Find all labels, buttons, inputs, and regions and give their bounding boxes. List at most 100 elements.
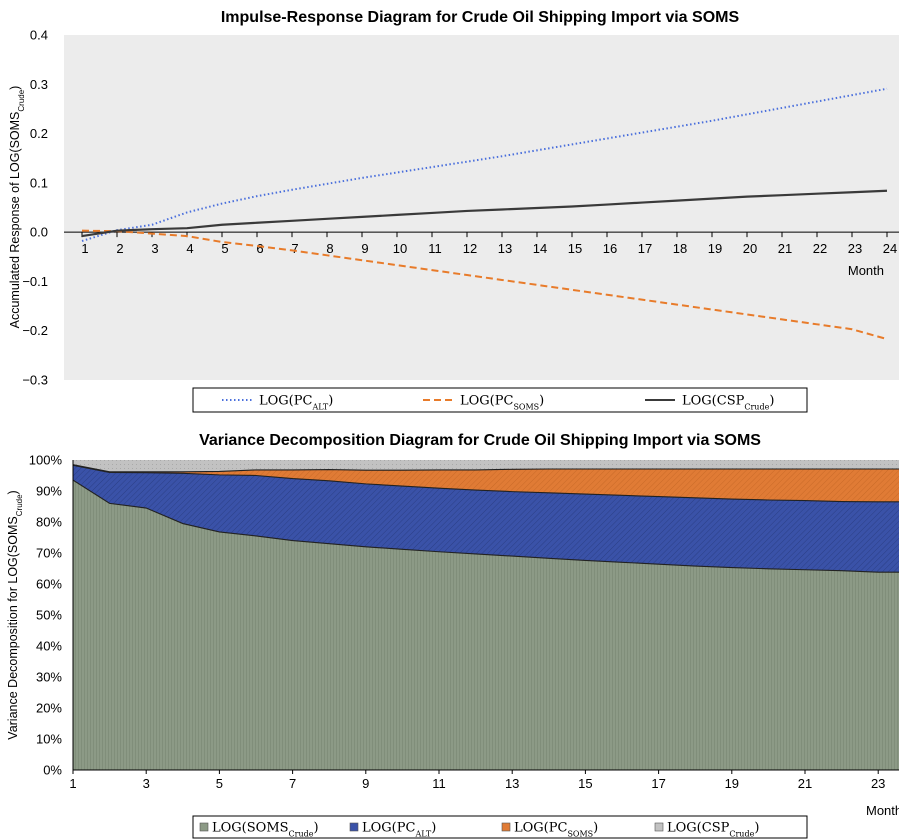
chart1-x-tick-label: 16 (603, 241, 617, 256)
chart2-legend-swatch-pc-alt (349, 822, 359, 832)
chart2-legend-soms-crude-prefix: LOG( (212, 821, 247, 836)
chart2-y-tick-label: 90% (36, 484, 62, 499)
chart2-boundary-pc-alt (73, 464, 899, 503)
chart2-y-tick-label: 20% (36, 701, 62, 716)
chart2-x-tick-label: 13 (505, 776, 519, 791)
chart2-y-axis-label: Variance Decomposition for LOG(SOMSCrude… (6, 490, 24, 739)
chart1-x-tick-label: 6 (256, 241, 263, 256)
chart2-y-ticks: 100% 90% 80% 70% 60% 50% 40% 30% 20% 10% 0% (29, 453, 63, 778)
chart1-ylabel-suffix: ) (8, 86, 22, 90)
chart2-area-soms-crude (73, 480, 899, 770)
chart2-y-tick-label: 50% (36, 608, 62, 623)
chart2-title: Variance Decomposition Diagram for Crude… (199, 432, 761, 449)
chart1-plot-area (64, 35, 899, 380)
chart1-ylabel-base: SOMS (8, 112, 22, 149)
chart2-x-tick-label: 11 (432, 776, 446, 791)
chart1-legend-box (192, 387, 808, 413)
chart2-x-tick-label: 19 (725, 776, 739, 791)
svg-text:Accumulated Response of LOG(SO: Accumulated Response of LOG(SOMSCrude) (8, 86, 26, 329)
chart2-legend-soms-crude-sub: Crude (289, 829, 314, 838)
chart1-legend-pc-alt-sub: ALT (311, 402, 328, 411)
chart2-legend-pc-soms-suffix: ) (593, 821, 598, 836)
chart1-y-tick-label: 0.1 (30, 175, 48, 190)
chart1-x-tick-label: 10 (393, 241, 407, 256)
chart2-legend-pc-soms-prefix: LOG( (514, 821, 549, 836)
chart2-legend-csp-crude-prefix: LOG( (667, 821, 702, 836)
chart2-legend: LOG(SOMSCrude) LOG(PCALT) LOG(PCSOMS) LOG(C… (192, 815, 808, 839)
chart1-legend-pc-soms-suffix: ) (539, 394, 544, 409)
chart2-y-tick-label: 60% (36, 577, 62, 592)
chart1-legend-csp-crude-prefix: LOG( (682, 394, 717, 409)
chart2-y-tick-label: 30% (36, 670, 62, 685)
chart1-x-tick-label: 19 (708, 241, 722, 256)
chart1-legend-label-csp-crude: LOG(CSPCrude) (682, 394, 774, 412)
chart1-x-axis-label: Month (848, 263, 884, 278)
chart1-x-tick-label: 22 (813, 241, 827, 256)
chart2-legend-pc-alt-prefix: LOG( (362, 821, 397, 836)
chart2-x-axis: 1 3 5 7 9 11 13 15 17 19 21 23 (69, 460, 899, 791)
chart2-x-tick-label: 7 (289, 776, 296, 791)
chart1-legend: LOG(PCALT) LOG(PCSOMS) LOG(CSPCrude) (192, 387, 808, 413)
chart1-legend-pc-alt-suffix: ) (328, 394, 333, 409)
chart2-x-tick-label: 3 (143, 776, 150, 791)
chart1-ylabel-prefix: Accumulated Response of LOG( (8, 148, 22, 329)
chart1-x-tick-label: 11 (428, 241, 442, 256)
chart2-legend-swatch-soms-crude (199, 822, 209, 832)
svg-text:Variance Decomposition for LOG: Variance Decomposition for LOG(SOMSCrude… (6, 490, 24, 739)
chart1-x-tick-label: 23 (848, 241, 862, 256)
chart1-x-tick-label: 14 (533, 241, 547, 256)
chart2-y-tick-label: 100% (29, 453, 63, 468)
chart2-y-tick-label: 10% (36, 732, 62, 747)
variance-decomposition-chart: Variance Decomposition Diagram for Crude… (6, 432, 899, 839)
chart2-legend-label-csp-crude: LOG(CSPCrude) (667, 821, 759, 839)
chart2-boundary-pc-soms (73, 464, 899, 473)
chart2-x-tick-label: 17 (651, 776, 665, 791)
chart1-legend-csp-crude-base: CSP (717, 394, 745, 409)
chart1-x-tick-label: 1 (81, 241, 88, 256)
chart1-x-tick-label: 3 (151, 241, 158, 256)
chart1-series (81, 87, 888, 341)
chart2-area-stack (73, 460, 899, 770)
chart2-legend-csp-crude-suffix: ) (754, 821, 759, 836)
chart2-legend-pc-soms-sub: SOMS (567, 829, 593, 838)
chart2-ylabel-prefix: Variance Decomposition for LOG( (6, 552, 20, 739)
chart2-legend-box (192, 815, 808, 839)
chart2-y-tick-label: 0% (43, 763, 62, 778)
chart1-x-axis: 1 2 3 4 5 6 7 8 9 10 11 12 13 14 15 16 17 18 19 20 21 22 23 24 (64, 231, 899, 256)
chart1-x-tick-label: 13 (498, 241, 512, 256)
chart1-x-tick-label: 21 (778, 241, 792, 256)
chart1-y-tick-label: −0.2 (22, 323, 48, 338)
chart2-legend-label-pc-soms: LOG(PCSOMS) (514, 821, 598, 839)
chart1-x-tick-label: 8 (326, 241, 333, 256)
chart1-y-tick-label: 0.2 (30, 126, 48, 141)
chart1-y-tick-label: 0.0 (30, 225, 48, 240)
chart1-x-tick-label: 12 (463, 241, 477, 256)
chart1-x-tick-label: 2 (116, 241, 123, 256)
chart1-legend-pc-soms-prefix: LOG( (460, 394, 495, 409)
chart2-x-tick-label: 23 (871, 776, 885, 791)
chart2-legend-swatch-csp-crude (654, 822, 664, 832)
chart1-x-tick-label: 20 (743, 241, 757, 256)
chart2-legend-pc-alt-suffix: ) (431, 821, 436, 836)
chart1-ylabel-sub: Crude (17, 89, 26, 111)
chart1-x-tick-label: 5 (221, 241, 228, 256)
chart1-title: Impulse-Response Diagram for Crude Oil S… (221, 9, 740, 26)
chart2-legend-swatch-pc-soms (501, 822, 511, 832)
chart1-y-ticks: 0.4 0.3 0.2 0.1 0.0 −0.1 −0.2 −0.3 (22, 28, 48, 388)
chart1-x-tick-label: 9 (361, 241, 368, 256)
chart1-legend-pc-alt-base: PC (294, 394, 313, 409)
chart2-legend-pc-alt-base: PC (397, 821, 416, 836)
chart1-legend-pc-soms-base: PC (495, 394, 514, 409)
chart2-x-tick-label: 5 (216, 776, 223, 791)
chart1-legend-pc-alt-prefix: LOG( (259, 394, 294, 409)
chart2-x-tick-label: 21 (798, 776, 812, 791)
chart1-y-tick-label: 0.3 (30, 77, 48, 92)
chart2-y-tick-label: 80% (36, 515, 62, 530)
chart1-legend-label-pc-soms: LOG(PCSOMS) (460, 394, 544, 412)
chart2-legend-pc-soms-base: PC (549, 821, 568, 836)
chart2-legend-csp-crude-base: CSP (702, 821, 730, 836)
chart2-areas (73, 460, 899, 770)
chart2-area-pc-soms (73, 464, 899, 502)
chart1-x-tick-label: 7 (291, 241, 298, 256)
chart2-ylabel-suffix: ) (6, 490, 20, 494)
